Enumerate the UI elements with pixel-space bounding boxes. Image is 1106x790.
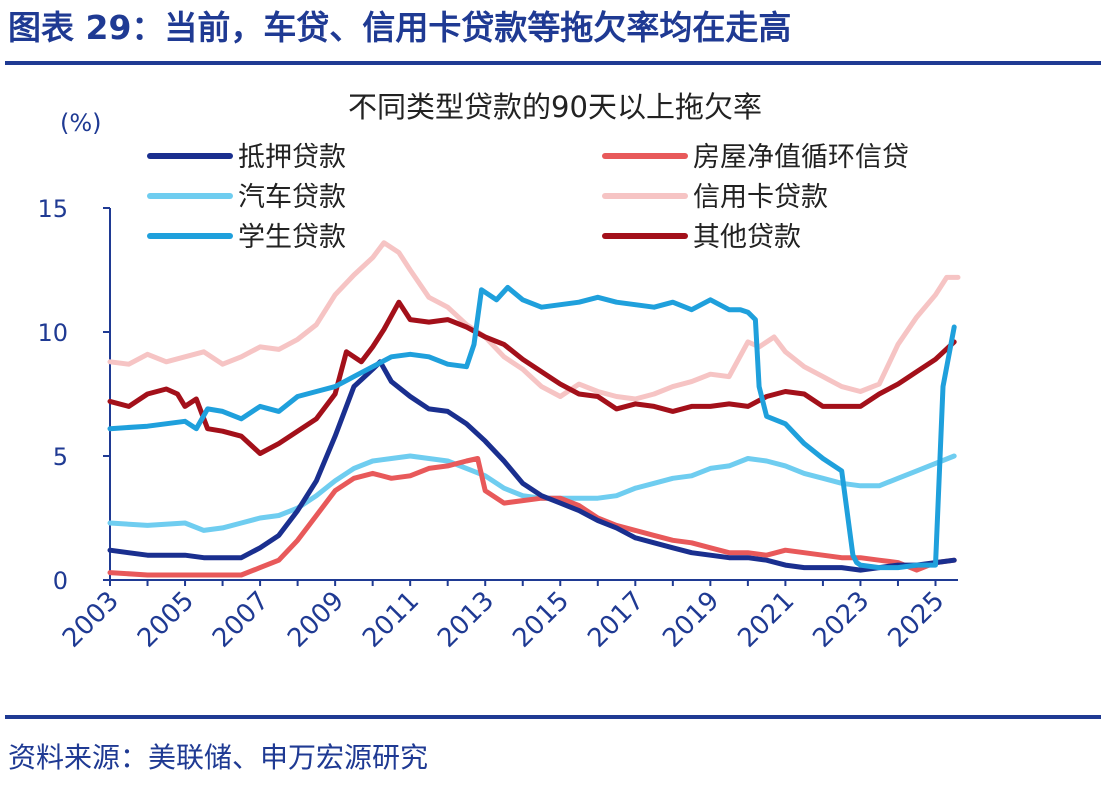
legend-label: 信用卡贷款 — [693, 182, 828, 213]
legend-item: 信用卡贷款 — [602, 182, 828, 213]
x-tick-label: 2011 — [357, 586, 425, 654]
chart-title: 不同类型贷款的90天以上拖欠率 — [348, 90, 762, 124]
legend-label: 汽车贷款 — [238, 182, 346, 213]
legend-item: 学生贷款 — [147, 222, 346, 253]
source-note: 资料来源：美联储、申万宏源研究 — [8, 741, 429, 774]
x-tick-label: 2021 — [732, 586, 800, 654]
series-line — [107, 240, 961, 402]
y-axis-unit: (%) — [60, 109, 102, 137]
x-tick-label: 2025 — [882, 586, 950, 654]
x-axis: 2003 2005 2007 2009 2011 2013 2015 2017 2019 2021… — [57, 579, 958, 654]
legend-label: 其他贷款 — [693, 222, 801, 253]
legend-item: 汽车贷款 — [147, 182, 346, 213]
x-tick-label: 2023 — [807, 586, 875, 654]
x-tick-label: 2017 — [582, 586, 650, 654]
legend-item: 其他贷款 — [602, 222, 801, 253]
series-line — [107, 359, 957, 573]
x-tick-label: 2009 — [282, 586, 350, 654]
series-line — [107, 284, 957, 571]
title-divider — [5, 61, 1101, 65]
y-tick-label: 5 — [53, 443, 68, 471]
series-line — [107, 453, 957, 533]
y-tick-label: 10 — [37, 319, 68, 347]
footer-divider — [5, 715, 1101, 719]
legend-label: 学生贷款 — [238, 222, 346, 253]
x-tick-label: 2019 — [657, 586, 725, 654]
x-tick-label: 2013 — [432, 586, 500, 654]
x-tick-label: 2003 — [57, 586, 125, 654]
series-line — [107, 299, 957, 456]
y-tick-label: 15 — [37, 195, 68, 223]
x-tick-label: 2007 — [207, 586, 275, 654]
y-tick-label: 0 — [53, 567, 68, 595]
x-tick-label: 2015 — [507, 586, 575, 654]
x-tick-label: 2005 — [132, 586, 200, 654]
legend-label: 抵押贷款 — [238, 142, 346, 173]
y-axis: 0 5 10 15 — [37, 195, 111, 595]
plot-area — [107, 240, 961, 578]
legend-item: 抵押贷款 — [147, 142, 346, 173]
figure-title: 图表 29：当前，车贷、信用卡贷款等拖欠率均在走高 — [8, 8, 792, 47]
legend-item: 房屋净值循环信贷 — [602, 142, 909, 173]
legend-label: 房屋净值循环信贷 — [693, 142, 909, 173]
